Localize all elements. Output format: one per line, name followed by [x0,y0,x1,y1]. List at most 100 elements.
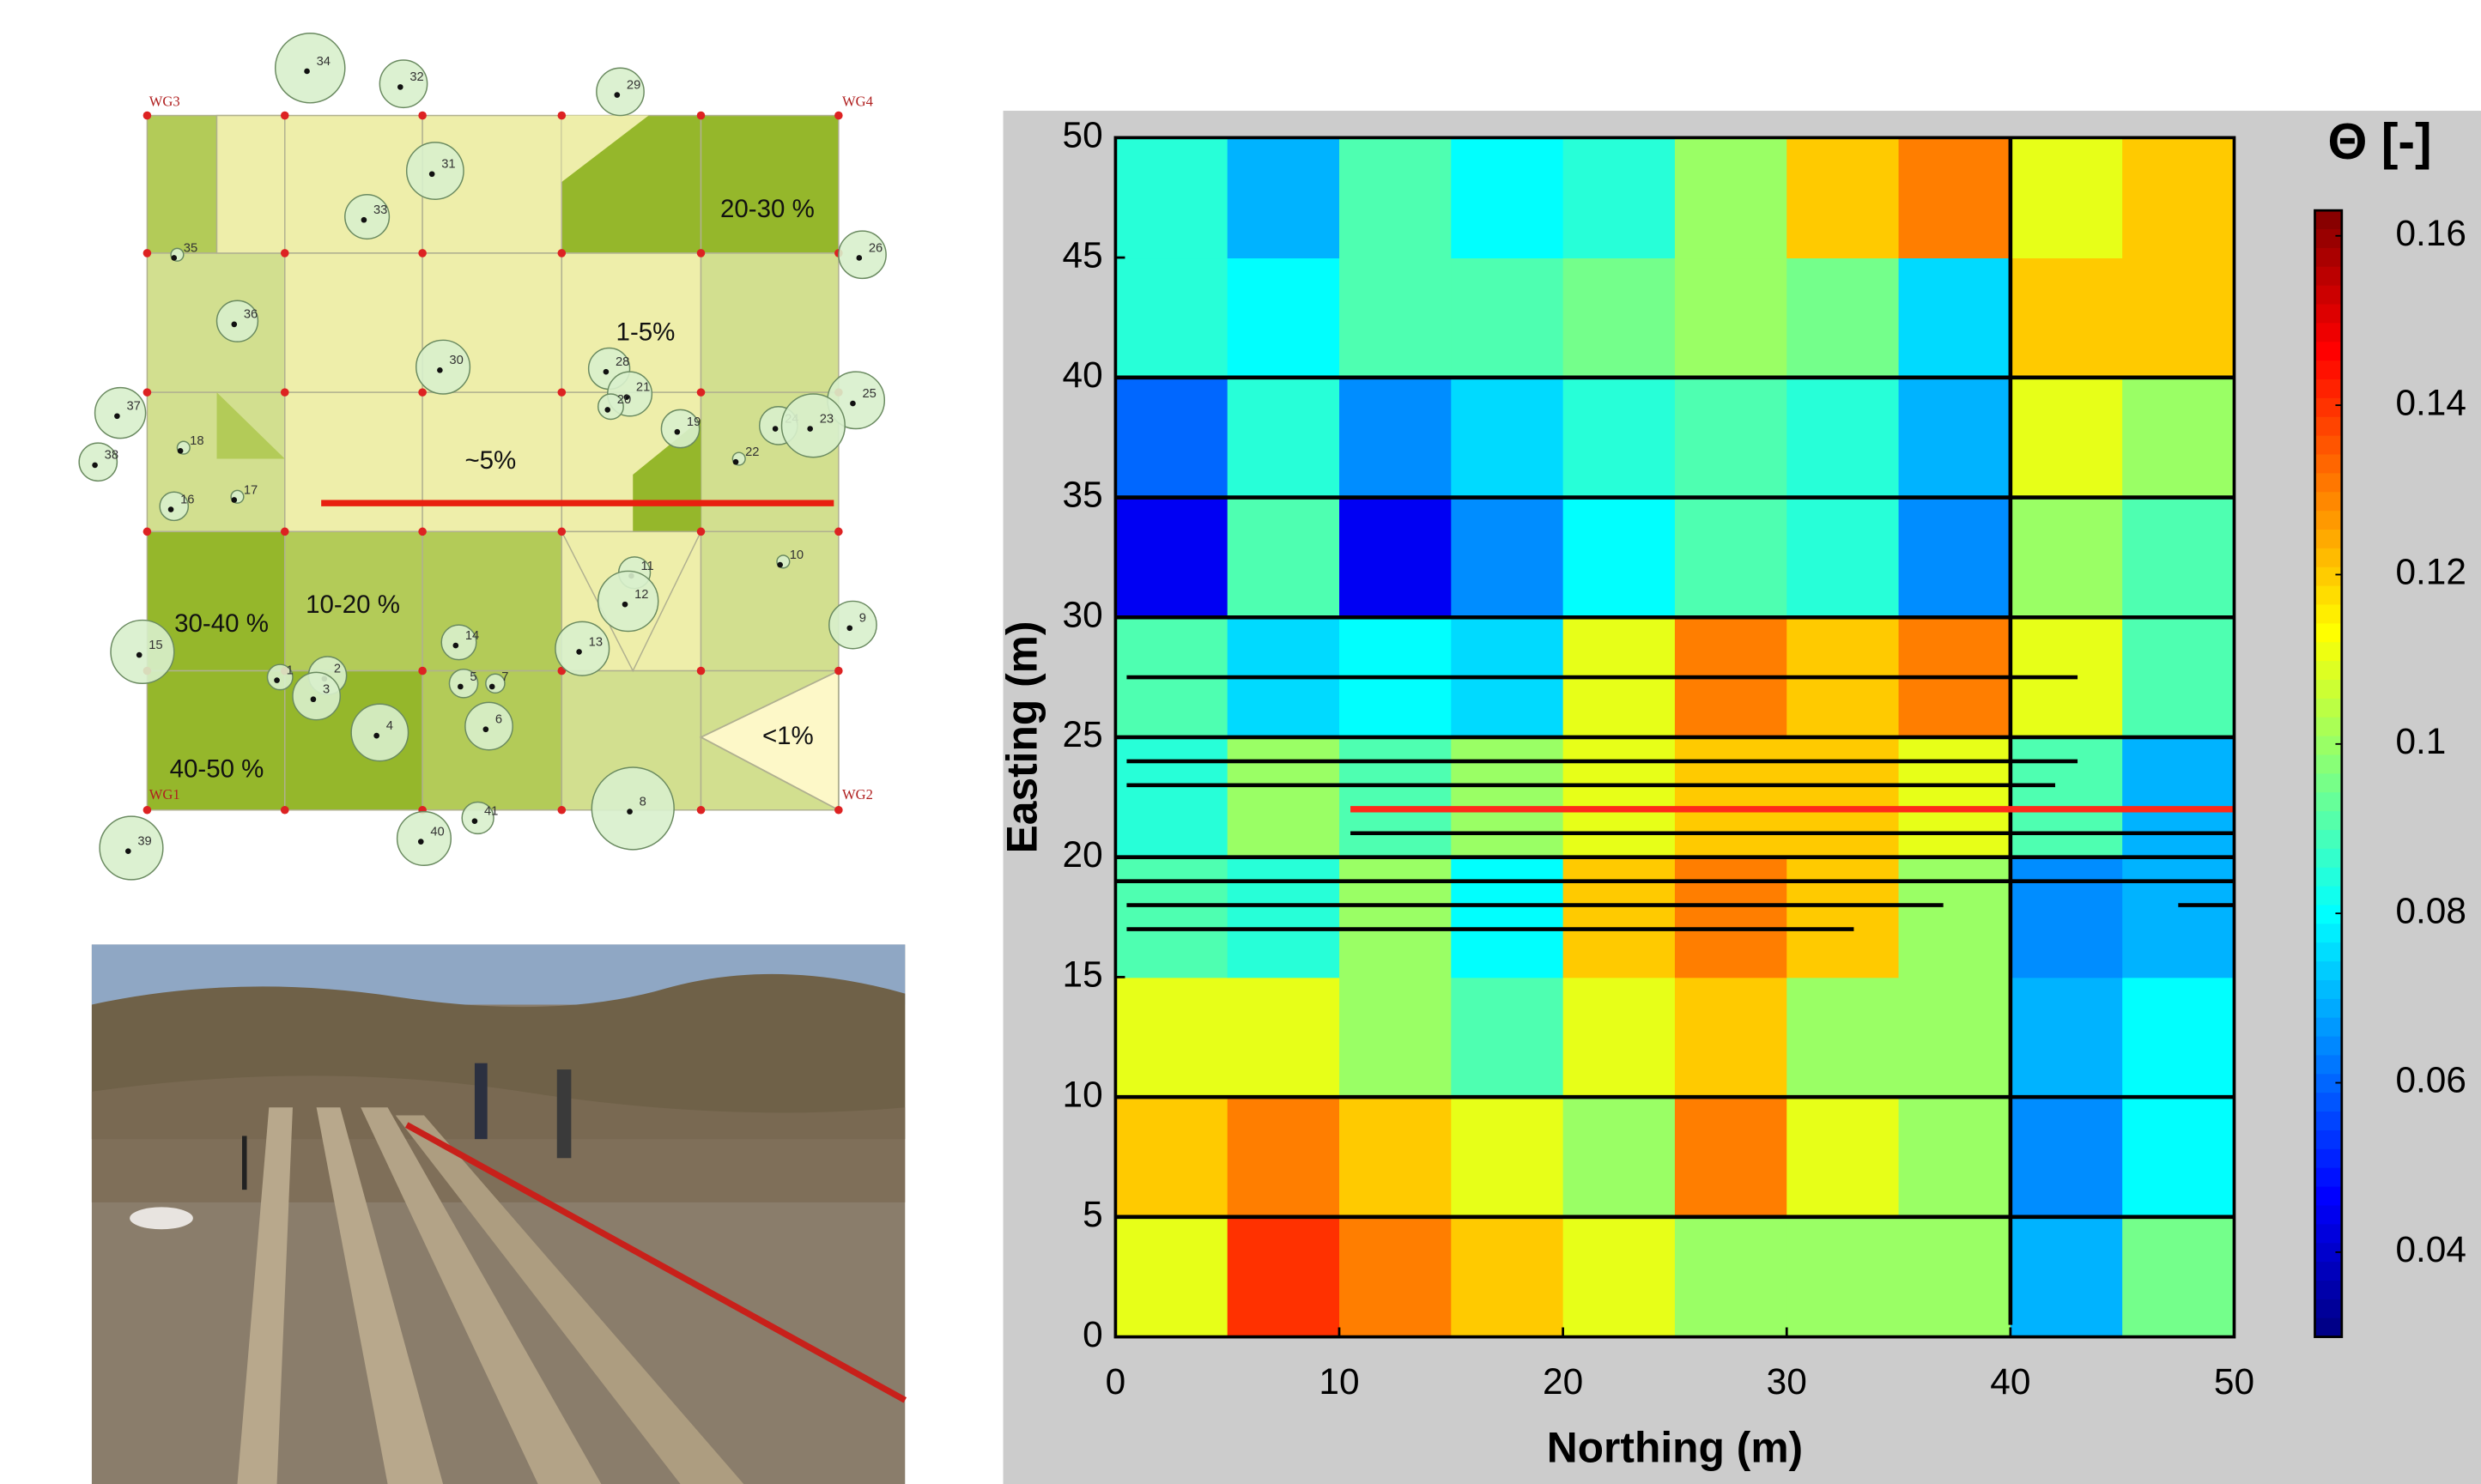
heat-cell [1115,378,1228,499]
heat-cell [1563,257,1676,379]
station-point [437,367,443,373]
heat-cell [1339,1217,1452,1338]
station-point [361,217,367,223]
heat-cell [1563,498,1676,619]
grid-node [143,388,152,397]
station-point [846,625,852,631]
colorbar-band [2314,1299,2341,1319]
colorbar-band [2314,1281,2341,1300]
colorbar-tick-label: 0.12 [2395,552,2466,592]
grid-node [697,528,706,536]
station-label: 1 [287,663,294,677]
heat-cell [1339,378,1452,499]
x-tick-label: 10 [1319,1361,1359,1402]
colorbar-band [2314,1187,2341,1207]
grid-node [418,667,427,675]
corner-label: WG2 [842,786,873,803]
colorbar-band [2314,1262,2341,1281]
station-point [418,839,424,845]
heat-cell [1899,1217,2011,1338]
colorbar-band [2314,887,2341,906]
zone-label: <1% [762,722,814,750]
grid-node [143,528,152,536]
station-label: 3 [323,683,330,697]
heat-cell [1563,378,1676,499]
station-point [397,84,403,90]
grid-node [281,249,289,257]
station-circle [781,394,845,457]
map-cell [701,116,838,253]
station-point [576,649,582,655]
station-point [472,818,478,824]
colorbar-band [2314,1168,2341,1188]
colorbar-tick-label: 0.1 [2395,721,2446,761]
station-label: 30 [449,354,463,367]
station-point [452,643,458,649]
heat-cell [1339,1097,1452,1218]
heat-cell [1563,1097,1676,1218]
map-cell [147,253,284,392]
y-tick-label: 10 [1063,1074,1103,1114]
heat-cell [1786,857,1899,978]
colorbar-band [2314,773,2341,793]
heat-cell [1451,498,1563,619]
heat-cell [1339,498,1452,619]
station-point [483,726,489,732]
x-tick-label: 40 [1990,1361,2030,1402]
heat-cell [1675,1097,1787,1218]
colorbar-band [2314,961,2341,981]
colorbar-band [2314,417,2341,437]
heat-cell [1563,737,1676,858]
station-label: 40 [430,825,444,839]
station-point [178,448,184,454]
y-axis-title: Easting (m) [998,621,1046,854]
station-label: 6 [495,713,502,727]
colorbar-band [2314,1130,2341,1150]
station-label: 11 [640,560,653,573]
station-circle [591,767,674,850]
heat-cell [1563,857,1676,978]
station-label: 19 [687,415,701,429]
colorbar-band [2314,229,2341,249]
heat-cell [2122,1217,2235,1338]
heat-cell [1786,137,1899,258]
heat-cell [1339,977,1452,1098]
heat-cell [2011,977,2123,1098]
y-tick-label: 35 [1063,475,1103,515]
colorbar-band [2314,455,2341,475]
station-point [614,92,620,98]
heat-cell [1675,977,1787,1098]
station-point [373,733,379,739]
station-label: 37 [126,400,140,414]
colorbar-band [2314,267,2341,287]
station-label: 25 [862,387,876,401]
colorbar-tick-label: 0.14 [2395,382,2466,422]
colorbar-band [2314,868,2341,887]
heat-cell [1675,257,1787,379]
colorbar-band [2314,286,2341,306]
colorbar-band [2314,530,2341,549]
station-label: 13 [589,635,603,649]
colorbar-band [2314,492,2341,512]
grid-node [697,667,706,675]
heat-cell [1786,1217,1899,1338]
heat-cell [1899,857,2011,978]
heat-cell [1675,737,1787,858]
station-label: 21 [636,380,650,394]
colorbar-tick-label: 0.16 [2395,213,2466,253]
heat-cell [1563,137,1676,258]
grid-node [558,388,567,397]
zone-label: 40-50 % [170,754,264,783]
station-point [458,684,464,690]
station-point [168,506,174,512]
corner-label: WG3 [149,94,180,110]
colorbar-band [2314,379,2341,399]
site-map: WG3WG4WG1WG220-30 %1-5%~5%30-40 %10-20 %… [79,33,886,880]
station-circle [351,704,408,760]
heat-cell [1899,737,2011,858]
station-label: 33 [373,203,387,217]
grid-node [143,249,152,257]
heat-cell [1451,378,1563,499]
heat-cell [2011,1217,2123,1338]
heat-cell [1786,977,1899,1098]
